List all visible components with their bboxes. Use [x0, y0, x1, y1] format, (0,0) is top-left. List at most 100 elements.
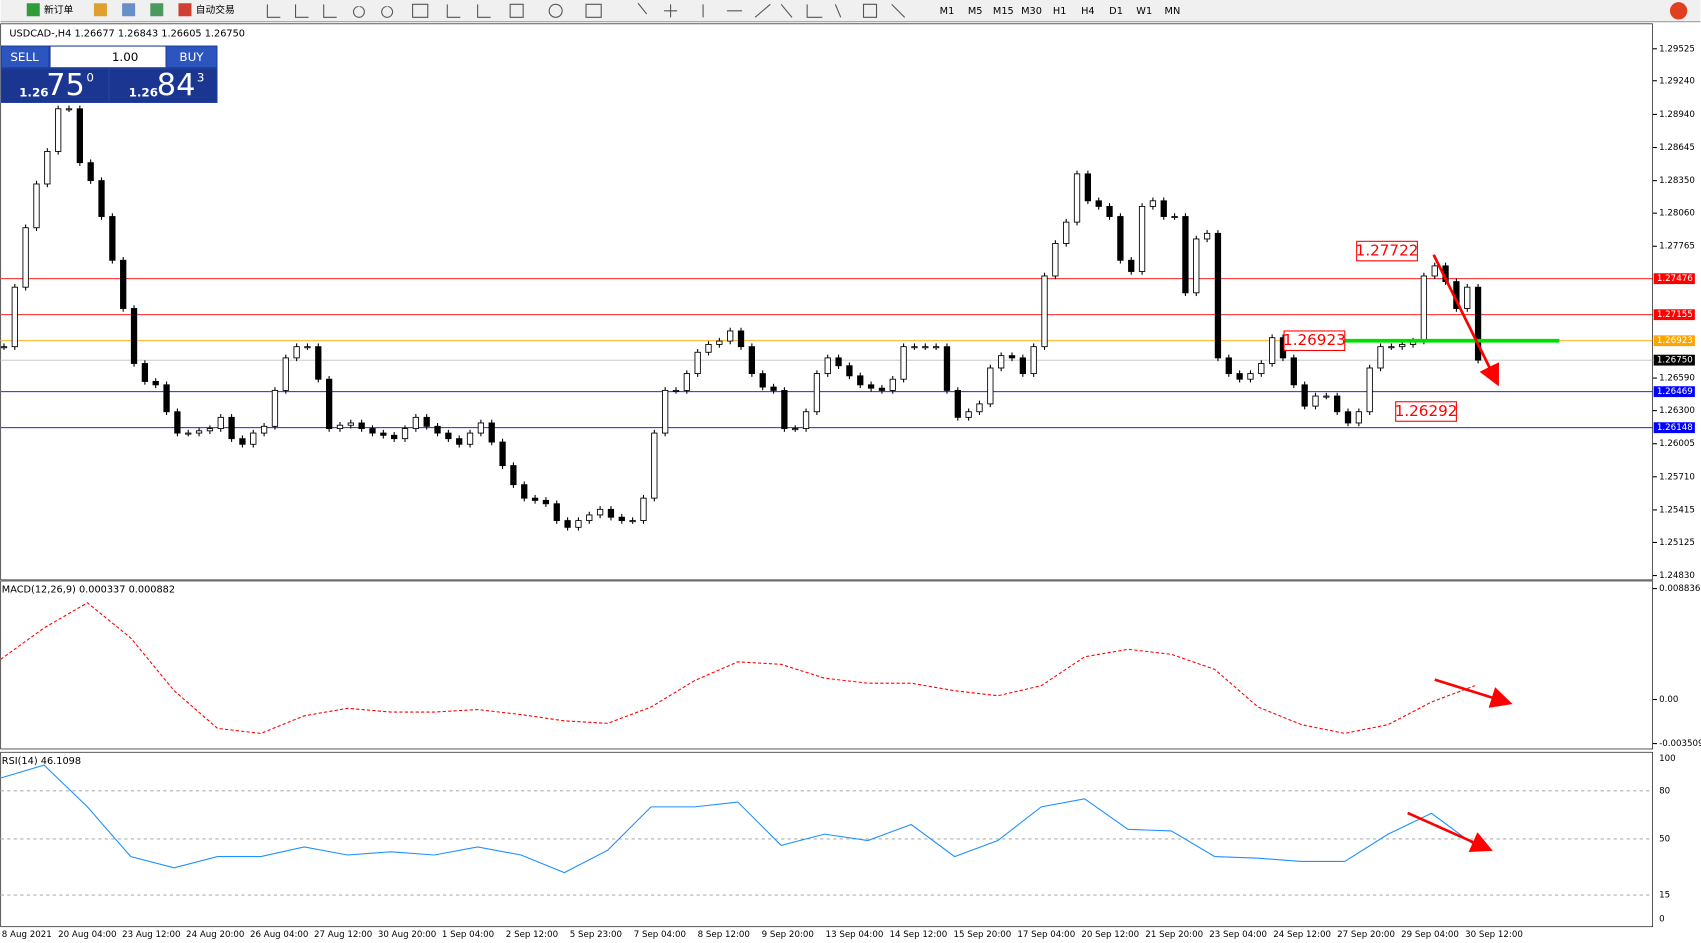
candle [1247, 373, 1254, 380]
timeframe[interactable]: W1 [1136, 6, 1152, 17]
trend-arrow [1407, 811, 1493, 852]
rsi-line [0, 764, 1476, 874]
tool-icon[interactable] [122, 3, 136, 17]
timeframe[interactable]: H1 [1053, 6, 1067, 17]
new-order[interactable]: 新订单 [44, 3, 73, 16]
time-label: 27 Sep 20:00 [1337, 930, 1395, 940]
candle [1258, 363, 1265, 375]
candle [586, 514, 593, 522]
candle [824, 357, 831, 375]
level-label: 1.26923 [1657, 336, 1693, 346]
price-annotation: 1.26923 [1283, 331, 1346, 349]
candle [55, 108, 62, 152]
buy-quote[interactable] [110, 69, 217, 102]
timeframe[interactable]: MN [1165, 6, 1181, 17]
candle [76, 108, 83, 164]
level-tag [1653, 309, 1695, 321]
time-label: 20 Aug 04:00 [58, 930, 116, 940]
candle [98, 180, 105, 217]
candle [531, 497, 539, 501]
sell-button[interactable] [1, 46, 49, 68]
price-annotation: 1.26292 [1395, 402, 1458, 420]
candle [293, 346, 300, 359]
candle [239, 438, 246, 445]
candle [1388, 346, 1395, 349]
candle [1106, 205, 1113, 217]
time-label: 21 Sep 20:00 [1145, 930, 1203, 940]
candle [445, 432, 452, 440]
candle [120, 259, 127, 309]
tool-icon[interactable] [150, 3, 164, 17]
price-tick-label: 1.28940 [1659, 110, 1695, 120]
sell-quote[interactable] [1, 69, 109, 102]
candle [1138, 205, 1146, 272]
candle [1355, 411, 1362, 424]
candle [466, 432, 474, 445]
timeframe[interactable]: M5 [968, 6, 983, 17]
buy-button[interactable] [166, 46, 217, 68]
candle [315, 346, 322, 380]
time-label: 26 Aug 04:00 [250, 930, 308, 940]
drawing-tools[interactable] [266, 2, 906, 18]
timeframe[interactable]: M30 [1021, 6, 1042, 17]
new-order-icon[interactable] [26, 3, 40, 17]
buy-prefix: 1.26 [129, 86, 158, 100]
trend-arrow [1434, 678, 1513, 708]
candle [813, 373, 821, 413]
level-tag [1653, 335, 1695, 347]
candle [846, 365, 853, 377]
sell-big: 75 [46, 68, 85, 103]
tool-icon[interactable] [93, 3, 107, 17]
candle [705, 343, 712, 353]
candle [1312, 395, 1319, 407]
auto-trade[interactable]: 自动交易 [196, 3, 235, 16]
candle [662, 389, 669, 434]
time-label: 8 Sep 12:00 [698, 930, 750, 940]
lot-input[interactable] [50, 46, 166, 68]
time-label: 7 Sep 04:00 [634, 930, 686, 940]
candle [759, 373, 766, 388]
candle [11, 286, 18, 348]
alert-badge[interactable] [1669, 2, 1688, 20]
timeframe[interactable]: H4 [1081, 6, 1095, 17]
candle [1268, 337, 1276, 364]
candle [748, 346, 756, 375]
candle [911, 346, 918, 349]
price-tick-label: 1.26005 [1659, 439, 1695, 449]
candle [325, 378, 333, 430]
timeframe[interactable]: D1 [1109, 6, 1123, 17]
candle [727, 330, 734, 342]
candle [33, 183, 40, 229]
candle [250, 432, 257, 445]
candle [185, 432, 192, 435]
candle [553, 503, 560, 522]
candle [1474, 286, 1482, 361]
lot-size[interactable]: 1.00 [112, 50, 139, 64]
level-tag [1653, 386, 1695, 398]
candle [369, 428, 376, 434]
candle [1084, 173, 1092, 202]
candle [1431, 265, 1438, 277]
timeframe[interactable]: M1 [940, 6, 955, 17]
buy-label[interactable]: BUY [179, 50, 204, 64]
rsi-tick-label: 0 [1659, 915, 1665, 925]
candle [835, 357, 842, 367]
candle [737, 330, 745, 348]
macd-tick-label: 0.008836 [1659, 584, 1700, 594]
price-annotation-box [1283, 330, 1346, 352]
level-label: 1.27155 [1657, 310, 1693, 320]
candle [521, 484, 528, 499]
candle [1052, 243, 1059, 277]
candle [683, 373, 690, 391]
candle [282, 357, 289, 391]
timeframe[interactable]: M15 [993, 6, 1014, 17]
auto-trade-icon[interactable] [178, 3, 192, 17]
candle [1095, 200, 1102, 207]
candle [575, 520, 582, 528]
price-tick-label: 1.28060 [1659, 209, 1695, 219]
sell-prefix: 1.26 [19, 86, 48, 100]
buy-sup: 3 [197, 71, 205, 85]
sell-label[interactable]: SELL [10, 50, 39, 64]
candle [1149, 200, 1157, 207]
